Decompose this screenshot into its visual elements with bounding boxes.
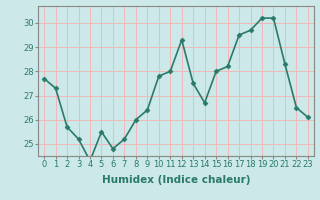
X-axis label: Humidex (Indice chaleur): Humidex (Indice chaleur) (102, 175, 250, 185)
